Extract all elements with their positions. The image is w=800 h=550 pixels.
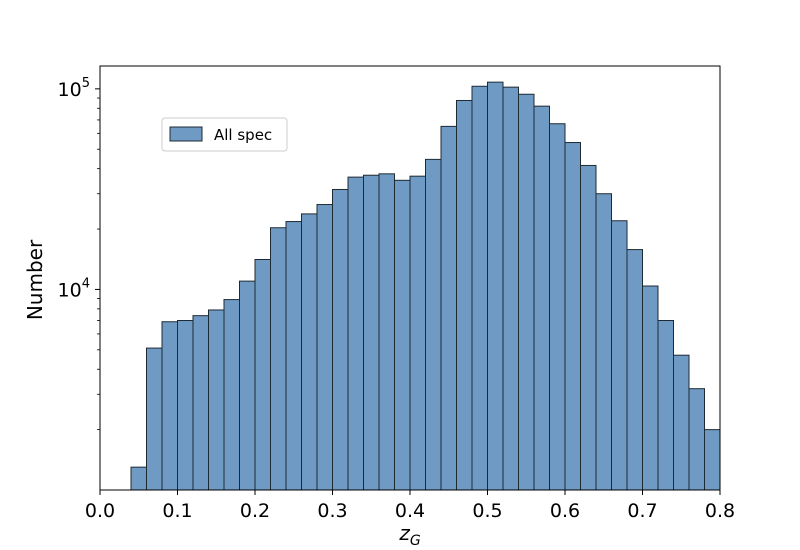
x-tick-label: 0.4 <box>395 500 425 522</box>
histogram-bar <box>688 388 705 491</box>
histogram-bar <box>363 174 380 491</box>
histogram-bar <box>487 81 504 491</box>
histogram-bar <box>316 204 333 491</box>
histogram-bar <box>254 258 271 491</box>
histogram-bar <box>146 347 163 491</box>
histogram-bar <box>270 227 287 491</box>
histogram-bar <box>642 285 659 491</box>
y-axis-ticks: 104 105 <box>58 76 100 431</box>
bars-group <box>130 81 721 491</box>
legend-swatch <box>169 126 203 142</box>
y-tick-label: 104 <box>58 276 90 301</box>
x-tick-label: 0.1 <box>162 500 192 522</box>
histogram-bar <box>378 173 395 491</box>
histogram-bar <box>332 188 349 491</box>
histogram-bar <box>409 175 426 491</box>
x-tick-label: 0.7 <box>627 500 657 522</box>
x-tick-label: 0.3 <box>317 500 347 522</box>
histogram-bar <box>595 193 612 491</box>
histogram-bar <box>347 176 364 491</box>
x-axis-label-main: z <box>398 521 410 545</box>
histogram-bar <box>471 85 488 491</box>
histogram-bar <box>549 123 566 491</box>
x-tick-label: 0.5 <box>472 500 502 522</box>
histogram-bar <box>192 315 209 491</box>
plot-frame <box>99 65 721 491</box>
histogram-bar <box>564 142 581 491</box>
legend: All spec <box>161 117 288 152</box>
histogram-bar <box>177 319 194 491</box>
histogram-bar <box>239 280 256 491</box>
histogram-bar <box>130 466 147 491</box>
histogram-bar <box>502 86 519 491</box>
histogram-bar <box>626 249 643 491</box>
y-axis-label: Number <box>23 239 47 320</box>
legend-label: All spec <box>214 126 272 144</box>
histogram-bar <box>611 220 628 491</box>
x-tick-label: 0.8 <box>705 500 735 522</box>
x-tick-label: 0.6 <box>550 500 580 522</box>
histogram-bar <box>301 213 318 491</box>
histogram-bar <box>208 309 225 491</box>
histogram-bar <box>161 321 178 491</box>
legend-box <box>161 117 288 152</box>
histogram-bar <box>657 319 674 491</box>
x-tick-label: 0.0 <box>85 500 115 522</box>
histogram-bar <box>394 179 411 491</box>
x-axis-ticks: 0.0 0.1 0.2 0.3 0.4 0.5 0.6 0.7 0.8 <box>85 490 735 522</box>
histogram-bar <box>456 99 473 491</box>
histogram-bar <box>533 105 550 491</box>
histogram-bar <box>673 354 690 491</box>
histogram-bar <box>580 164 597 491</box>
histogram-bar <box>223 299 240 491</box>
histogram-bar <box>425 158 442 491</box>
histogram-bar <box>518 93 535 491</box>
y-tick-label: 105 <box>58 76 90 101</box>
histogram-bar <box>440 125 457 491</box>
x-tick-label: 0.2 <box>240 500 270 522</box>
x-axis-label-subscript: G <box>410 533 421 549</box>
histogram-bar <box>285 221 302 491</box>
x-axis-label: zG <box>398 521 421 549</box>
histogram-bar <box>704 429 721 491</box>
